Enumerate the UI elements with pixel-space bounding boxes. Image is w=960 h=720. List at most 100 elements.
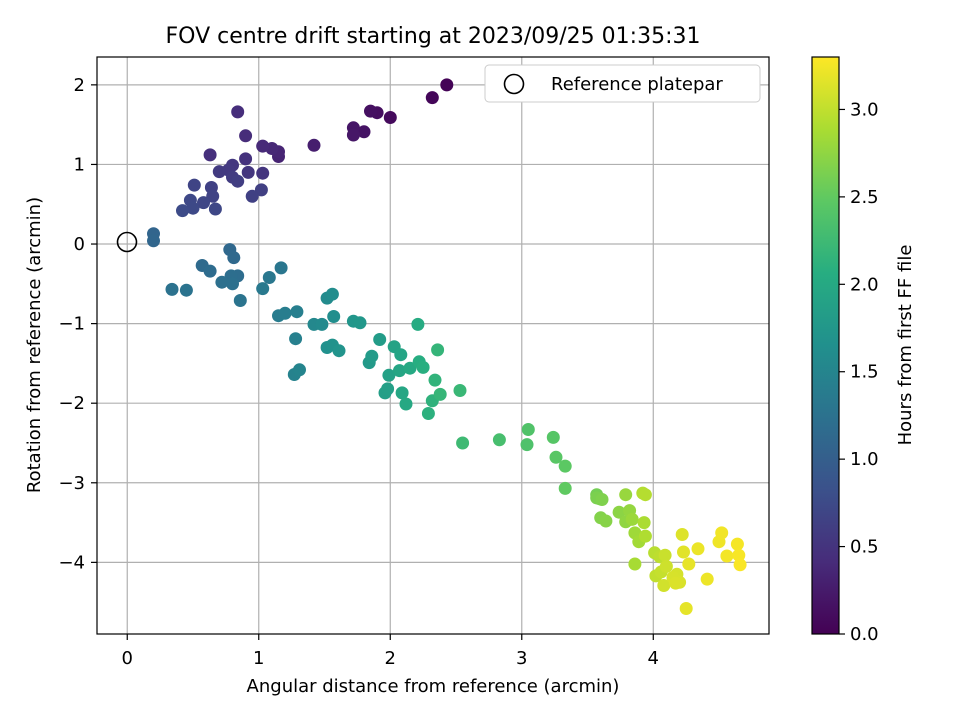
data-point — [440, 78, 454, 92]
data-point — [215, 275, 229, 289]
data-point — [256, 166, 270, 180]
data-point — [599, 514, 613, 528]
x-tick-label: 0 — [122, 648, 133, 669]
data-point — [657, 579, 671, 592]
data-point — [637, 516, 651, 530]
data-point — [625, 512, 639, 526]
data-point — [433, 387, 447, 401]
data-point — [715, 526, 729, 540]
data-point — [227, 251, 241, 265]
data-point — [393, 364, 406, 378]
legend-box — [484, 64, 761, 103]
data-point — [453, 384, 467, 397]
data-point — [212, 165, 226, 179]
data-point — [638, 529, 652, 543]
data-point — [176, 204, 189, 218]
data-point — [239, 129, 253, 143]
grid-lines — [97, 57, 769, 634]
data-point — [203, 148, 217, 162]
colorbar-frame — [811, 56, 840, 635]
data-point — [203, 264, 217, 278]
data-point — [365, 349, 379, 363]
data-point — [381, 382, 395, 396]
data-point — [403, 361, 417, 375]
data-point — [353, 316, 367, 330]
data-point — [456, 436, 470, 450]
y-tick-label: 1 — [74, 154, 85, 175]
data-point — [239, 152, 253, 166]
colorbar-ticks: 0.0 0.5 1.0 1.5 2.0 2.5 3.0 — [839, 99, 879, 645]
data-point — [732, 548, 746, 562]
data-point — [421, 407, 435, 420]
data-point — [425, 91, 439, 105]
data-point — [206, 189, 220, 203]
data-point — [325, 287, 339, 301]
y-axis: 2 1 0 −1 −2 −3 −4 — [58, 75, 97, 573]
data-point — [262, 271, 276, 284]
data-point — [638, 488, 652, 502]
y-tick-label: 2 — [74, 75, 85, 96]
data-point — [147, 234, 160, 248]
data-point — [307, 138, 321, 152]
colorbar-tick-label: 1.0 — [850, 449, 879, 470]
x-axis: 0 1 2 3 4 — [122, 634, 659, 669]
data-point — [179, 283, 193, 297]
data-point — [428, 373, 442, 387]
y-tick-label: −2 — [58, 393, 85, 414]
data-point — [274, 261, 288, 275]
data-point — [659, 559, 673, 573]
data-point — [231, 105, 245, 119]
data-point — [289, 332, 303, 346]
colorbar-tick-label: 2.5 — [850, 187, 879, 208]
y-tick-label: −4 — [58, 552, 85, 573]
data-point — [549, 450, 563, 464]
data-point — [682, 557, 696, 571]
data-point — [241, 165, 255, 179]
legend-entry-reference: Reference platepar — [551, 74, 723, 95]
x-tick-label: 2 — [385, 648, 396, 669]
legend: Reference platepar — [484, 64, 761, 103]
colorbar-tick-label: 2.0 — [850, 274, 879, 295]
legend-reference-icon — [503, 73, 525, 95]
data-point — [315, 317, 329, 331]
data-point — [700, 572, 714, 586]
data-point — [558, 459, 572, 473]
data-point — [373, 333, 387, 346]
chart-title: FOV centre drift starting at 2023/09/25 … — [166, 24, 701, 49]
colorbar: 0.0 0.5 1.0 1.5 2.0 2.5 3.0 Hours from first F… — [811, 56, 916, 645]
colorbar-tick-label: 3.0 — [850, 99, 879, 120]
data-point — [357, 125, 371, 139]
data-point — [431, 343, 445, 357]
colorbar-tick-label: 0.0 — [850, 624, 879, 645]
x-tick-label: 4 — [648, 648, 659, 669]
data-point — [290, 305, 304, 319]
data-point — [733, 558, 747, 572]
data-point — [254, 183, 268, 197]
data-point — [256, 282, 270, 296]
data-point — [546, 430, 560, 444]
data-point — [675, 528, 689, 541]
colorbar-label: Hours from first FF file — [895, 245, 916, 446]
data-point — [595, 493, 609, 506]
data-point — [679, 602, 693, 615]
data-point — [346, 128, 360, 142]
x-tick-label: 1 — [253, 648, 264, 669]
x-axis-label: Angular distance from reference (arcmin) — [247, 676, 620, 697]
data-point — [383, 111, 397, 124]
data-point — [187, 178, 201, 192]
y-axis-label: Rotation from reference (arcmin) — [24, 197, 45, 493]
data-point — [245, 189, 259, 203]
data-point — [730, 537, 744, 551]
y-tick-label: 0 — [74, 234, 85, 255]
data-point — [226, 277, 239, 291]
data-point — [612, 505, 626, 519]
plot-frame — [96, 56, 770, 635]
data-point — [720, 549, 734, 563]
data-point — [628, 557, 642, 571]
data-point — [186, 201, 200, 215]
data-point — [327, 310, 341, 323]
data-point — [399, 397, 413, 411]
data-point — [256, 139, 270, 153]
data-point — [669, 576, 683, 590]
